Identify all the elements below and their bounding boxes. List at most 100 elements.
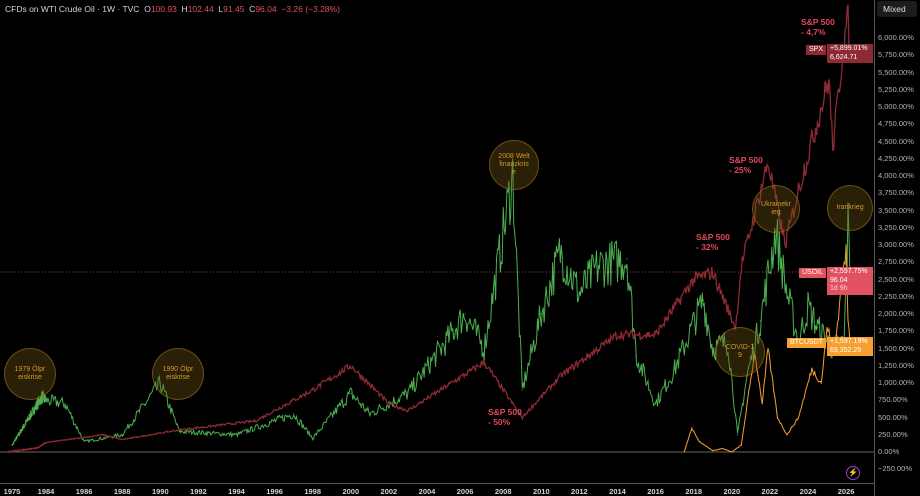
y-tick-label: −250.00% — [878, 464, 912, 474]
data-point-usoil — [407, 392, 409, 394]
y-tick-label: 1,250.00% — [878, 360, 914, 370]
x-tick-label: 1984 — [37, 487, 55, 496]
series-line-spx[interactable] — [7, 4, 851, 454]
note-spx-50[interactable]: S&P 500 - 50% — [488, 407, 522, 427]
data-point-spx — [7, 451, 9, 453]
x-tick-label: 2026 — [837, 487, 855, 496]
y-tick-label: 4,500.00% — [878, 136, 914, 146]
lightning-icon[interactable]: ⚡ — [846, 466, 860, 480]
data-point-spx — [828, 78, 830, 80]
y-tick-label: 3,750.00% — [878, 188, 914, 198]
data-point-usoil — [235, 434, 238, 436]
data-point-usoil — [178, 430, 180, 432]
data-point-btcusdt — [683, 451, 685, 453]
data-point-btcusdt — [740, 444, 742, 446]
series-line-btcusdt[interactable] — [683, 244, 851, 453]
data-point-spx — [797, 189, 800, 191]
x-tick-label: 2022 — [761, 487, 779, 496]
data-point-btcusdt — [721, 447, 723, 450]
x-tick-label: 1975 — [3, 487, 21, 496]
y-tick-label: 2,250.00% — [878, 291, 914, 301]
data-point-usoil — [464, 313, 466, 315]
x-tick-label: 2016 — [647, 487, 664, 496]
y-tick-label: 4,250.00% — [878, 153, 914, 163]
y-tick-label: 750.00% — [878, 395, 908, 405]
data-point-btcusdt — [712, 450, 714, 452]
annotation-1979-oil-crisis[interactable]: 1979 Ölpreiskrise — [4, 348, 56, 400]
data-point-btcusdt — [761, 403, 763, 405]
chart-plot-area[interactable] — [0, 0, 874, 483]
y-tick-label: 3,250.00% — [878, 222, 914, 232]
scale-mode-button[interactable]: Mixed — [877, 1, 917, 17]
y-tick-label: 0.00% — [878, 447, 900, 456]
data-point-usoil — [702, 299, 704, 301]
data-point-usoil — [759, 320, 761, 322]
note-spx-32[interactable]: S&P 500 - 32% — [696, 232, 730, 252]
spx-pct: +5,899.01% — [830, 45, 868, 52]
data-point-spx — [767, 161, 769, 163]
y-tick-label: 5,250.00% — [878, 84, 914, 94]
usoil-price-tag: +2,597.75% 96.04 1d 9h — [827, 267, 873, 295]
data-point-spx — [350, 365, 352, 367]
usoil-countdown: 1d 9h — [830, 285, 848, 292]
data-point-usoil — [712, 347, 714, 350]
note-spx-25[interactable]: S&P 500 - 25% — [729, 155, 763, 175]
data-point-btcusdt — [698, 441, 701, 443]
data-point-spx — [655, 334, 657, 336]
data-point-usoil — [674, 368, 676, 370]
x-tick-label: 2014 — [609, 487, 626, 496]
data-point-usoil — [83, 441, 85, 443]
price-axis-divider — [874, 0, 875, 496]
btc-price-tag: +1,597.19% 69,352.29 — [827, 337, 873, 356]
data-point-btcusdt — [820, 382, 822, 384]
data-point-usoil — [350, 392, 352, 394]
series-line-usoil[interactable] — [11, 158, 851, 447]
x-tick-label: 1986 — [75, 487, 93, 496]
x-tick-label: 1996 — [266, 487, 283, 496]
data-point-usoil — [736, 434, 739, 436]
x-tick-label: 2020 — [723, 487, 741, 496]
change-value: −3.26 (−3.28%) — [281, 4, 340, 14]
data-point-spx — [102, 434, 104, 436]
annotation-2008-financial-crisis[interactable]: 2008 Weltfinanzkrise — [489, 140, 539, 190]
data-point-spx — [36, 447, 39, 449]
usoil-pct: +2,597.75% — [830, 268, 868, 275]
data-point-spx — [832, 147, 834, 149]
y-tick-label: 1,000.00% — [878, 378, 914, 387]
data-point-spx — [816, 120, 819, 122]
data-point-usoil — [483, 347, 485, 350]
spx-price-tag: +5,899.01% 6,624.71 — [827, 44, 873, 63]
symbol-legend: CFDs on WTI Crude Oil · 1W · TVC O100.93… — [5, 4, 340, 14]
annotation-ukraine-war[interactable]: Ukrainekrieg — [752, 185, 800, 233]
data-point-spx — [254, 420, 257, 422]
low-label: L — [218, 4, 224, 14]
data-point-spx — [847, 20, 849, 22]
data-point-btcusdt — [776, 416, 779, 419]
btc-price: 69,352.29 — [830, 346, 862, 354]
y-tick-label: 5,750.00% — [878, 50, 914, 60]
time-axis-divider — [0, 483, 874, 484]
y-tick-label: 1,750.00% — [878, 326, 914, 336]
x-tick-label: 1998 — [304, 487, 322, 496]
data-point-usoil — [521, 389, 523, 391]
data-point-spx — [693, 278, 695, 281]
x-tick-label: 2004 — [418, 487, 436, 496]
data-point-spx — [712, 272, 714, 274]
data-point-spx — [312, 389, 314, 391]
y-tick-label: 1,500.00% — [878, 343, 914, 353]
btc-symbol-tag: BTCUSDT — [786, 338, 826, 348]
x-tick-label: 2008 — [494, 487, 512, 496]
data-point-spx — [616, 334, 619, 336]
annotation-iran-war[interactable]: Irankrieg — [827, 185, 873, 231]
y-tick-label: 2,750.00% — [878, 257, 914, 267]
x-tick-label: 2002 — [380, 487, 398, 496]
data-point-usoil — [655, 403, 657, 405]
data-point-usoil — [578, 292, 581, 294]
y-tick-label: 2,500.00% — [878, 274, 914, 284]
data-point-btcusdt — [826, 327, 828, 329]
annotation-1990-oil-crisis[interactable]: 1990 Ölpreiskrise — [152, 348, 204, 400]
annotation-covid-19[interactable]: COVID-19 — [715, 327, 765, 377]
data-point-usoil — [807, 306, 809, 308]
note-spx-4-7[interactable]: S&P 500 - 4,7% — [801, 17, 835, 37]
y-tick-label: 250.00% — [878, 429, 908, 439]
